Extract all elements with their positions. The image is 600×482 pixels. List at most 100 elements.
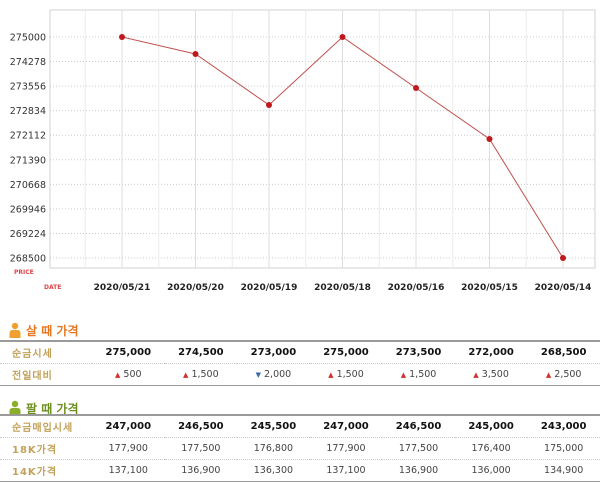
price-line-chart: 275000 274278 273556 272834 272112 271390 2706… bbox=[10, 9, 596, 293]
table-cell: 245,000 bbox=[454, 414, 528, 438]
change-value: 1,500 bbox=[191, 369, 219, 380]
data-point bbox=[119, 34, 125, 40]
horizontal-gridlines bbox=[50, 36, 595, 259]
arrow-up-icon: ▲ bbox=[328, 371, 334, 379]
table-cell: 176,400 bbox=[454, 437, 528, 460]
x-axis-label: DATE bbox=[44, 284, 61, 291]
row-label: 순금매입시세 bbox=[0, 414, 92, 438]
y-axis-label: PRICE bbox=[14, 269, 34, 276]
table-cell: 247,000 bbox=[92, 414, 165, 438]
table-cell: 272,000 bbox=[454, 340, 528, 364]
data-point bbox=[560, 255, 566, 261]
change-cell: ▲ 3,500 bbox=[454, 363, 528, 386]
row-label: 14K가격 bbox=[0, 459, 92, 482]
x-tick-label: 2020/05/19 bbox=[241, 283, 298, 293]
table-cell: 274,500 bbox=[164, 340, 238, 364]
change-cell: ▲ 500 bbox=[92, 363, 165, 386]
change-value: 1,500 bbox=[336, 369, 364, 380]
y-axis-tick-labels: 275000 274278 273556 272834 272112 271390 2706… bbox=[10, 33, 46, 265]
y-tick-label: 275000 bbox=[10, 33, 46, 44]
table-cell: 245,500 bbox=[237, 414, 310, 438]
data-point bbox=[486, 136, 493, 142]
change-cell: ▲ 2,500 bbox=[527, 363, 600, 386]
buy-price-section-title: 살 때 가격 bbox=[8, 320, 79, 340]
table-cell: 247,000 bbox=[309, 414, 383, 438]
table-cell: 136,900 bbox=[164, 459, 238, 482]
arrow-up-icon: ▲ bbox=[545, 371, 552, 379]
table-cell: 246,500 bbox=[164, 414, 238, 438]
x-tick-label: 2020/05/21 bbox=[94, 283, 151, 293]
row-label: 18K가격 bbox=[0, 437, 92, 460]
table-cell: 175,000 bbox=[527, 437, 600, 460]
sell-price-section-title: 팔 때 가격 bbox=[8, 398, 79, 418]
x-tick-label: 2020/05/16 bbox=[388, 283, 445, 293]
data-point bbox=[413, 85, 419, 91]
table-cell: 273,500 bbox=[382, 340, 455, 364]
table-row: 14K가격 137,100 136,900 136,300 137,100 13… bbox=[0, 459, 600, 482]
y-tick-label: 274278 bbox=[10, 57, 46, 68]
arrow-up-icon: ▲ bbox=[115, 371, 121, 379]
table-row: 전일대비 ▲ 500 ▲ 1,500 ▼ 2,000 ▲ 1,500 ▲ 1,500 ▲ 3… bbox=[0, 363, 600, 386]
table-cell: 136,300 bbox=[237, 459, 310, 482]
data-point bbox=[192, 51, 199, 57]
change-cell: ▼ 2,000 bbox=[237, 363, 310, 386]
table-cell: 243,000 bbox=[527, 414, 600, 438]
table-cell: 177,500 bbox=[164, 437, 238, 460]
x-tick-label: 2020/05/18 bbox=[314, 283, 371, 293]
table-cell: 177,500 bbox=[382, 437, 455, 460]
change-value: 2,000 bbox=[264, 369, 292, 380]
arrow-down-icon: ▼ bbox=[255, 371, 261, 379]
table-cell: 136,900 bbox=[382, 459, 455, 482]
arrow-up-icon: ▲ bbox=[183, 371, 189, 379]
table-cell: 246,500 bbox=[382, 414, 455, 438]
row-label: 전일대비 bbox=[0, 363, 92, 386]
y-tick-label: 272834 bbox=[10, 106, 46, 117]
arrow-up-icon: ▲ bbox=[400, 371, 407, 379]
person-green-icon bbox=[9, 400, 21, 416]
table-cell: 137,100 bbox=[309, 459, 383, 482]
y-tick-label: 272112 bbox=[10, 131, 46, 142]
y-tick-label: 273556 bbox=[10, 82, 46, 93]
vertical-gridlines bbox=[84, 10, 564, 268]
table-cell: 275,000 bbox=[92, 340, 165, 364]
table-cell: 134,900 bbox=[527, 459, 600, 482]
change-value: 1,500 bbox=[409, 369, 437, 380]
y-tick-label: 271390 bbox=[10, 155, 46, 166]
table-cell: 273,000 bbox=[237, 340, 310, 364]
series-markers bbox=[119, 34, 566, 261]
table-row: 18K가격 177,900 177,500 176,800 177,900 17… bbox=[0, 437, 600, 460]
table-cell: 176,800 bbox=[237, 437, 310, 460]
row-label: 순금시세 bbox=[0, 340, 92, 364]
change-cell: ▲ 1,500 bbox=[164, 363, 238, 386]
y-tick-label: 269224 bbox=[10, 229, 46, 240]
change-value: 500 bbox=[123, 369, 142, 380]
y-tick-label: 269946 bbox=[10, 204, 46, 215]
table-cell: 137,100 bbox=[92, 459, 165, 482]
buy-price-title: 살 때 가격 bbox=[26, 323, 79, 338]
arrow-up-icon: ▲ bbox=[473, 371, 479, 379]
change-value: 2,500 bbox=[554, 369, 582, 380]
change-cell: ▲ 1,500 bbox=[382, 363, 455, 386]
data-point bbox=[266, 102, 272, 108]
table-cell: 177,900 bbox=[92, 437, 165, 460]
data-point bbox=[339, 34, 346, 40]
table-cell: 136,000 bbox=[454, 459, 528, 482]
y-tick-label: 270668 bbox=[10, 180, 46, 191]
change-value: 3,500 bbox=[481, 369, 509, 380]
x-tick-label: 2020/05/15 bbox=[461, 283, 518, 293]
table-row: 순금시세 275,000 274,500 273,000 275,000 273… bbox=[0, 340, 600, 364]
x-tick-label: 2020/05/14 bbox=[535, 283, 592, 293]
change-cell: ▲ 1,500 bbox=[309, 363, 383, 386]
x-tick-label: 2020/05/20 bbox=[167, 283, 224, 293]
table-row: 순금매입시세 247,000 246,500 245,500 247,000 2… bbox=[0, 414, 600, 438]
table-cell: 177,900 bbox=[309, 437, 383, 460]
person-orange-icon bbox=[9, 322, 21, 338]
sell-price-title: 팔 때 가격 bbox=[26, 401, 79, 416]
y-tick-label: 268500 bbox=[10, 254, 46, 265]
table-cell: 268,500 bbox=[527, 340, 600, 364]
buy-price-table: 순금시세 275,000 274,500 273,000 275,000 273… bbox=[0, 340, 600, 386]
table-cell: 275,000 bbox=[309, 340, 383, 364]
plot-area bbox=[49, 9, 596, 269]
x-axis-tick-labels: 2020/05/21 2020/05/20 2020/05/19 2020/05/18… bbox=[94, 283, 592, 293]
sell-price-table: 순금매입시세 247,000 246,500 245,500 247,000 2… bbox=[0, 414, 600, 482]
